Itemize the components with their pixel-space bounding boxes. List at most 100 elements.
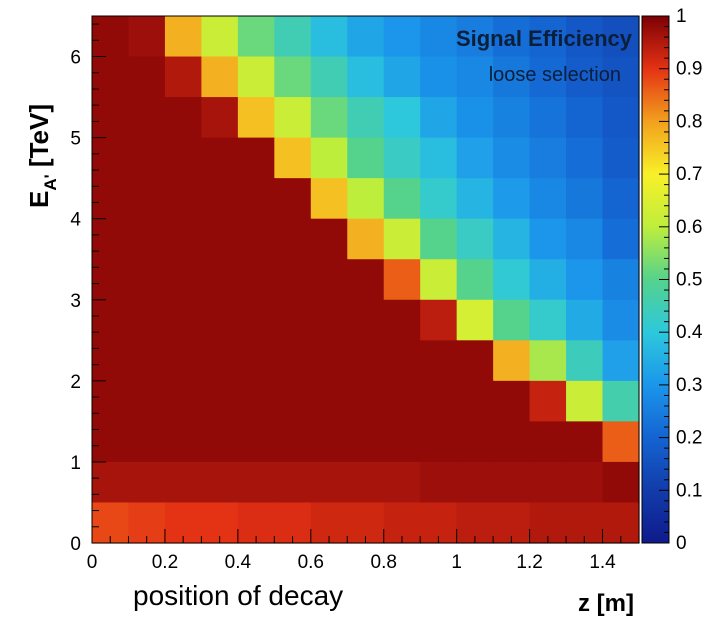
colorbar-tick-label: 0.7 xyxy=(676,164,702,185)
heatmap-cell xyxy=(529,421,567,463)
heatmap-cell xyxy=(92,259,130,301)
heatmap-cell xyxy=(310,97,348,139)
heatmap-cell xyxy=(529,178,567,220)
heatmap-cell xyxy=(529,259,567,301)
heatmap-cell xyxy=(201,421,239,463)
heatmap-cell xyxy=(92,340,130,382)
heatmap-cell xyxy=(164,178,202,220)
heatmap-cell xyxy=(310,16,348,58)
heatmap-cell xyxy=(493,137,531,179)
heatmap-cell xyxy=(92,178,130,220)
heatmap-cell xyxy=(493,97,531,139)
heatmap-cell xyxy=(164,299,202,341)
heatmap-cell xyxy=(383,259,421,301)
heatmap-cell xyxy=(420,380,458,422)
heatmap-cell xyxy=(128,178,166,220)
heatmap-cell xyxy=(310,299,348,341)
heatmap-cell xyxy=(201,461,239,504)
x-tick-label: 1.2 xyxy=(516,552,542,573)
heatmap-cell xyxy=(566,421,604,463)
heatmap-cell xyxy=(92,56,130,98)
heatmap-cell xyxy=(602,421,640,463)
colorbar-tick-label: 0.4 xyxy=(676,322,703,343)
heatmap-cell xyxy=(347,56,385,98)
heatmap-cell xyxy=(164,340,202,382)
heatmap-cell xyxy=(274,178,312,220)
heatmap-cell xyxy=(201,137,239,179)
heatmap-cell xyxy=(420,421,458,463)
colorbar: 0 0.1 0.2 0.3 0.4 0.5 0.6 0.7 0.8 0.9 1 xyxy=(641,6,703,554)
colorbar-tick-label: 0.2 xyxy=(676,428,702,449)
heatmap-cell xyxy=(310,380,348,422)
heatmap-cell xyxy=(92,421,130,463)
heatmap-cell xyxy=(92,16,130,58)
heatmap-cell xyxy=(383,421,421,463)
heatmap-cell xyxy=(566,299,604,341)
heatmap-cell xyxy=(420,97,458,139)
x-axis-title: z [m] xyxy=(578,590,634,617)
y-tick-label: 6 xyxy=(70,48,81,69)
colorbar-ticks: 0 0.1 0.2 0.3 0.4 0.5 0.6 0.7 0.8 0.9 1 xyxy=(659,6,703,554)
colorbar-tick-label: 0.9 xyxy=(676,59,702,80)
heatmap-cell xyxy=(529,340,567,382)
heatmap-cell xyxy=(164,421,202,463)
heatmap-cell xyxy=(383,56,421,98)
heatmap-cell xyxy=(237,97,275,139)
heatmap-cell xyxy=(383,340,421,382)
heatmap-cell xyxy=(566,16,604,58)
heatmap-cell xyxy=(237,56,275,98)
heatmap-cell xyxy=(383,178,421,220)
heatmap-cell xyxy=(128,97,166,139)
heatmap-cell xyxy=(164,380,202,422)
heatmap-cell xyxy=(128,137,166,179)
heatmap-cell xyxy=(201,380,239,422)
heatmap-cell xyxy=(529,137,567,179)
heatmap-cell xyxy=(237,178,275,220)
heatmap-cell xyxy=(237,421,275,463)
heatmap-cell xyxy=(493,259,531,301)
heatmap-cell xyxy=(566,380,604,422)
heatmap-cell xyxy=(310,178,348,220)
heatmap-cell xyxy=(566,340,604,382)
y-tick-label: 5 xyxy=(70,129,81,150)
y-axis-title-main: E xyxy=(24,191,54,208)
colorbar-tick-label: 0 xyxy=(676,533,687,554)
heatmap-cell xyxy=(347,299,385,341)
y-axis: 0 1 2 3 4 5 6 xyxy=(70,23,106,555)
heatmap-cell xyxy=(493,56,531,98)
heatmap-cell xyxy=(237,380,275,422)
heatmap-cell xyxy=(347,137,385,179)
y-axis-title-subscript: A' xyxy=(41,174,60,190)
heatmap-cell xyxy=(456,218,494,260)
heatmap-cell xyxy=(456,380,494,422)
heatmap-cell xyxy=(566,461,604,504)
heatmap-cell xyxy=(529,299,567,341)
x-tick-label: 0.6 xyxy=(298,552,324,573)
heatmap-cell xyxy=(310,137,348,179)
heatmap-cell xyxy=(92,97,130,139)
heatmap-cell xyxy=(274,299,312,341)
heatmap-cell xyxy=(92,380,130,422)
heatmap-cell xyxy=(420,56,458,98)
heatmap-cell xyxy=(128,461,166,504)
y-tick-label: 2 xyxy=(70,372,81,393)
heatmap-cell xyxy=(493,299,531,341)
y-axis-title-unit: [TeV] xyxy=(24,104,54,174)
heatmap-cell xyxy=(201,340,239,382)
legend-subtitle: loose selection xyxy=(489,64,621,86)
heatmap-cell xyxy=(310,56,348,98)
heatmap-cell xyxy=(602,299,640,341)
heatmap-cell xyxy=(493,218,531,260)
heatmap-cell xyxy=(201,259,239,301)
heatmap-cell xyxy=(602,380,640,422)
heatmap-cell xyxy=(274,340,312,382)
heatmap-cell xyxy=(237,218,275,260)
heatmap-cell xyxy=(493,178,531,220)
x-tick-label: 0.2 xyxy=(152,552,178,573)
heatmap-cell xyxy=(383,16,421,58)
heatmap-cell xyxy=(347,340,385,382)
heatmap-cell xyxy=(128,16,166,58)
heatmap-cell xyxy=(237,137,275,179)
heatmap-cell xyxy=(128,380,166,422)
heatmap-cell xyxy=(456,178,494,220)
